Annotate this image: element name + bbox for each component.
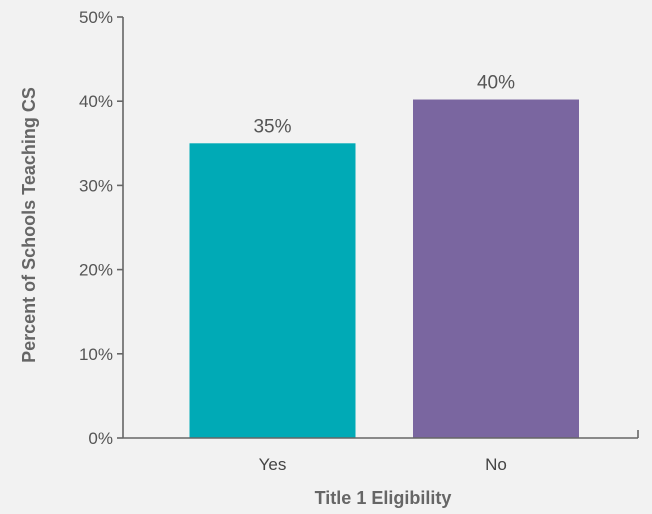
- data-labels: 35% 40%: [253, 73, 515, 138]
- x-tick-label: No: [485, 455, 507, 474]
- y-tick-label: 0%: [88, 429, 113, 448]
- y-axis-ticks: 0% 10% 20% 30% 40% 50%: [79, 8, 123, 448]
- data-label: 35%: [253, 116, 291, 137]
- x-tick-label: Yes: [259, 455, 287, 474]
- y-tick-label: 50%: [79, 8, 113, 27]
- bar-yes: [189, 143, 356, 439]
- y-tick-label: 20%: [79, 261, 113, 280]
- data-label: 40%: [477, 73, 515, 94]
- x-axis-ticks: Yes No: [259, 455, 507, 474]
- bars: [189, 99, 579, 439]
- y-tick-label: 10%: [79, 345, 113, 364]
- axes: [122, 17, 639, 439]
- bar-no: [413, 99, 579, 439]
- y-tick-label: 40%: [79, 92, 113, 111]
- y-tick-label: 30%: [79, 176, 113, 195]
- y-axis-title: Percent of Schools Teaching CS: [19, 87, 39, 363]
- x-axis-title: Title 1 Eligibility: [315, 488, 452, 508]
